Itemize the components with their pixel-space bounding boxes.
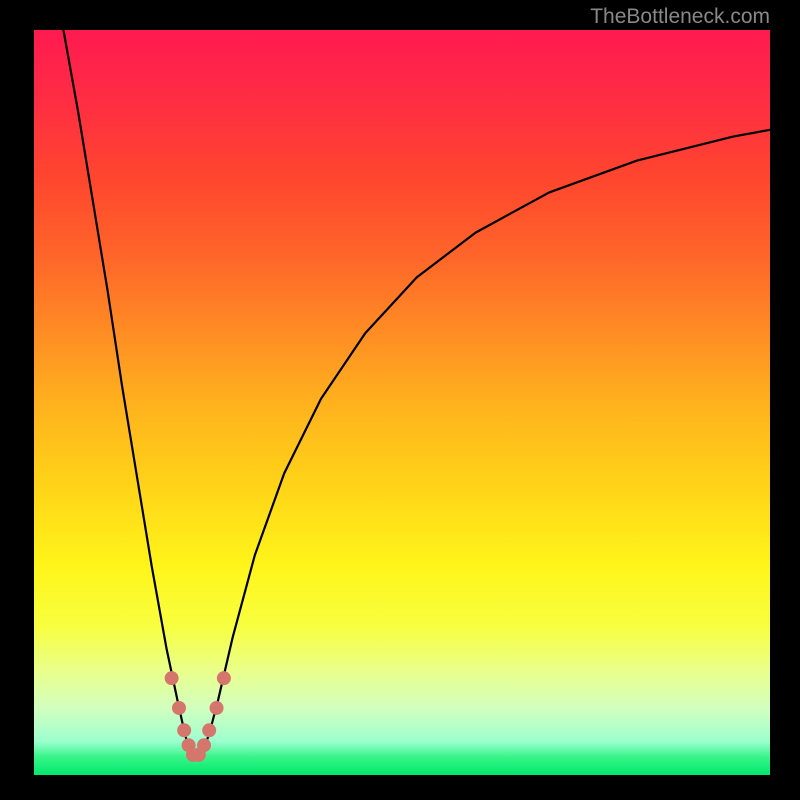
marker-dot — [202, 723, 216, 737]
plot-area — [34, 30, 770, 775]
marker-dot — [165, 671, 179, 685]
marker-dot — [172, 701, 186, 715]
bottleneck-chart — [0, 0, 800, 800]
watermark-text: TheBottleneck.com — [590, 5, 770, 29]
marker-dot — [197, 738, 211, 752]
marker-dot — [217, 671, 231, 685]
marker-dot — [210, 701, 224, 715]
marker-dot — [177, 723, 191, 737]
